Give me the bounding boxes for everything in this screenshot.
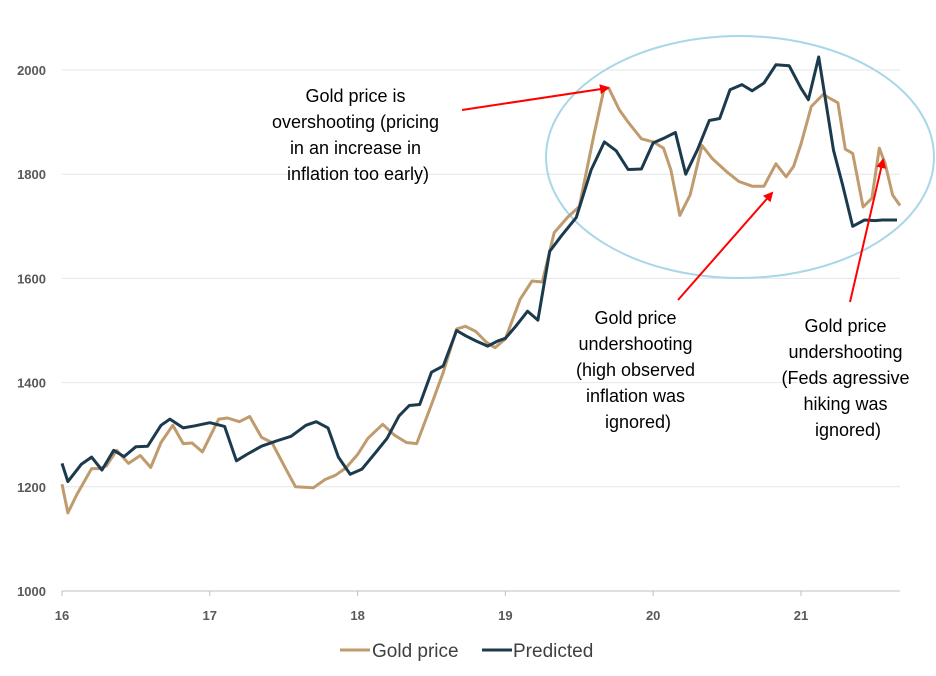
x-tick-label: 18 [350, 608, 364, 623]
annotation-line: Gold price is [305, 86, 405, 106]
annotation-undershooting-inflation: Gold price undershooting (high observed … [576, 308, 700, 432]
annotation-overshooting: Gold price is overshooting (pricing in a… [272, 86, 444, 184]
annotation-line: hiking was [803, 394, 887, 414]
annotation-line: (Feds agressive [781, 368, 909, 388]
x-tick-label: 17 [203, 608, 217, 623]
annotation-line: inflation was [586, 386, 685, 406]
x-tick-label: 19 [498, 608, 512, 623]
highlight-ellipse [545, 35, 935, 279]
legend: Gold price Predicted [340, 641, 593, 662]
annotation-line: in an increase in [290, 138, 421, 158]
y-tick-label: 1000 [17, 584, 46, 599]
x-axis-tick-labels: 16 17 18 19 20 21 [55, 591, 808, 623]
legend-label-gold-price: Gold price [372, 641, 459, 662]
y-axis-tick-labels: 1000 1200 1400 1600 1800 2000 [17, 63, 46, 599]
series-lines [60, 55, 902, 515]
y-tick-label: 1600 [17, 271, 46, 286]
annotation-line: ignored) [815, 420, 881, 440]
annotation-line: Gold price [804, 316, 886, 336]
legend-label-predicted: Predicted [513, 641, 593, 662]
annotation-line: overshooting (pricing [272, 112, 439, 132]
y-tick-label: 1800 [17, 167, 46, 182]
annotation-line: inflation too early) [287, 164, 429, 184]
series-line-gold-price [60, 85, 902, 515]
y-tick-label: 2000 [17, 63, 46, 78]
annotation-line: ignored) [605, 412, 671, 432]
y-tick-label: 1400 [17, 376, 46, 391]
annotation-line: undershooting [788, 342, 902, 362]
annotation-line: (high observed [576, 360, 695, 380]
gridlines [62, 69, 900, 488]
annotation-line: undershooting [578, 334, 692, 354]
x-tick-label: 21 [794, 608, 808, 623]
x-tick-label: 16 [55, 608, 69, 623]
annotation-undershooting-feds: Gold price undershooting (Feds agressive… [781, 316, 914, 440]
annotation-line: Gold price [594, 308, 676, 328]
annotation-arrow-overshooting [461, 84, 610, 111]
y-tick-label: 1200 [17, 480, 46, 495]
annotation-arrow-undershooting-feds [849, 158, 887, 303]
annotation-arrow-undershooting-inflation [677, 191, 774, 301]
x-tick-label: 20 [646, 608, 660, 623]
series-line-predicted [60, 55, 897, 484]
